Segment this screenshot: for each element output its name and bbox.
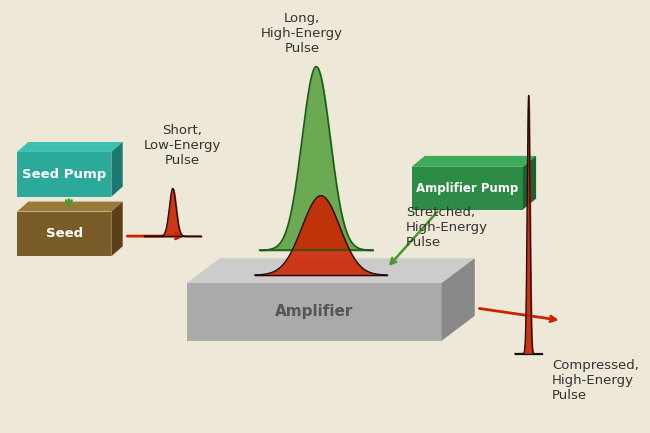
Text: Amplifier Pump: Amplifier Pump: [416, 182, 518, 195]
Text: Seed: Seed: [46, 227, 83, 240]
Text: Short,
Low-Energy
Pulse: Short, Low-Energy Pulse: [144, 123, 221, 167]
Polygon shape: [111, 142, 123, 197]
Polygon shape: [17, 202, 123, 212]
Polygon shape: [187, 258, 474, 283]
Text: Long,
High-Energy
Pulse: Long, High-Energy Pulse: [261, 12, 343, 55]
Text: Seed Pump: Seed Pump: [22, 168, 107, 181]
Polygon shape: [523, 156, 536, 210]
Text: Amplifier: Amplifier: [275, 304, 354, 319]
Polygon shape: [17, 212, 111, 256]
Polygon shape: [411, 156, 536, 167]
Text: Compressed,
High-Energy
Pulse: Compressed, High-Energy Pulse: [552, 359, 639, 401]
Polygon shape: [17, 142, 123, 152]
Polygon shape: [111, 202, 123, 256]
Polygon shape: [442, 258, 474, 341]
Text: Stretched,
High-Energy
Pulse: Stretched, High-Energy Pulse: [406, 206, 488, 249]
Polygon shape: [411, 167, 523, 210]
Polygon shape: [187, 283, 442, 341]
Polygon shape: [17, 152, 111, 197]
